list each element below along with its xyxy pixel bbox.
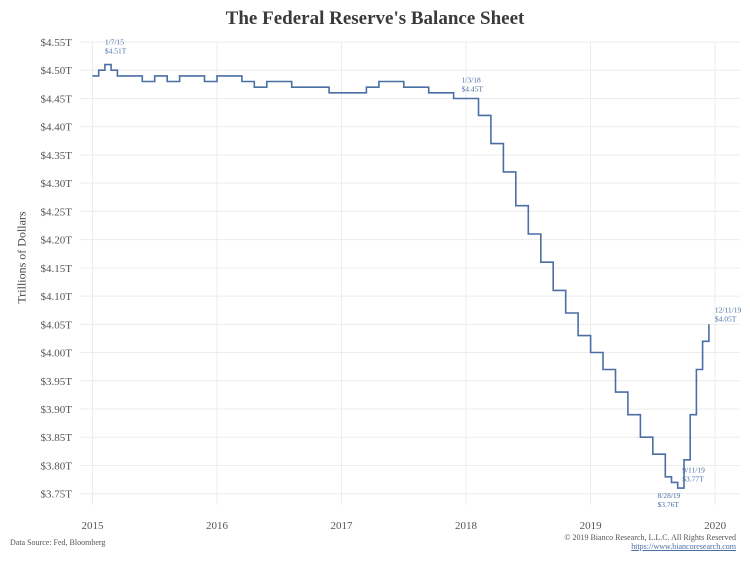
annotation-date: 1/7/15: [105, 38, 124, 47]
y-tick-label: $4.50T: [41, 65, 73, 77]
y-tick-label: $4.15T: [41, 263, 73, 275]
annotation-date: 1/3/18: [462, 75, 481, 84]
x-tick-label: 2019: [580, 520, 603, 532]
y-tick-label: $3.90T: [41, 404, 73, 416]
y-tick-label: $4.45T: [41, 93, 73, 105]
y-tick-label: $3.80T: [41, 460, 73, 472]
gridlines: [80, 41, 740, 505]
x-tick-label: 2015: [81, 520, 104, 532]
y-tick-label: $3.85T: [41, 432, 73, 444]
annotation-value: $3.76T: [658, 500, 680, 509]
x-tick-label: 2018: [455, 520, 478, 532]
y-tick-label: $4.00T: [41, 348, 73, 360]
x-tick-label: 2020: [704, 520, 727, 532]
chart-title: The Federal Reserve's Balance Sheet: [225, 8, 525, 29]
copyright: © 2019 Bianco Research, L.L.C. All Right…: [564, 533, 736, 551]
y-tick-label: $4.55T: [41, 37, 73, 49]
annotation: 12/11/19$4.05T: [715, 305, 742, 323]
y-ticks: $4.55T $4.50T $4.45T $4.40T $4.35T $4.30T $4.2…: [41, 37, 73, 501]
annotation-value: $3.77T: [682, 474, 704, 483]
y-tick-label: $4.30T: [41, 178, 73, 190]
annotation: 1/3/18$4.45T: [462, 75, 484, 93]
y-tick-label: $4.25T: [41, 206, 73, 218]
y-tick-label: $4.40T: [41, 122, 73, 134]
y-tick-label: $4.10T: [41, 291, 73, 303]
y-tick-label: $3.95T: [41, 376, 73, 388]
annotation: 9/11/19$3.77T: [682, 465, 705, 483]
annotation-value: $4.51T: [105, 47, 127, 56]
annotation: 8/28/19$3.76T: [658, 491, 681, 509]
annotation-value: $4.05T: [715, 314, 737, 323]
y-tick-label: $3.75T: [41, 489, 73, 501]
y-tick-label: $4.35T: [41, 150, 73, 162]
x-tick-label: 2016: [206, 520, 229, 532]
balance-sheet-line: [92, 63, 710, 489]
x-tick-label: 2017: [331, 520, 354, 532]
data-source: Data Source: Fed, Bloomberg: [10, 538, 106, 547]
y-tick-label: $4.20T: [41, 235, 73, 247]
y-tick-label: $4.05T: [41, 319, 73, 331]
annotation-date: 8/28/19: [658, 491, 681, 500]
annotations: 1/7/15$4.51T1/3/18$4.45T8/28/19$3.76T9/1…: [105, 38, 742, 509]
copyright-text: © 2019 Bianco Research, L.L.C. All Right…: [564, 533, 736, 542]
annotation: 1/7/15$4.51T: [105, 38, 127, 56]
annotation-value: $4.45T: [462, 84, 484, 93]
annotation-date: 12/11/19: [715, 305, 742, 314]
annotation-date: 9/11/19: [682, 465, 705, 474]
website-link[interactable]: https://www.biancoresearch.com: [631, 542, 736, 551]
x-ticks: 2015 2016 2017 2018 2019 2020: [81, 520, 726, 532]
